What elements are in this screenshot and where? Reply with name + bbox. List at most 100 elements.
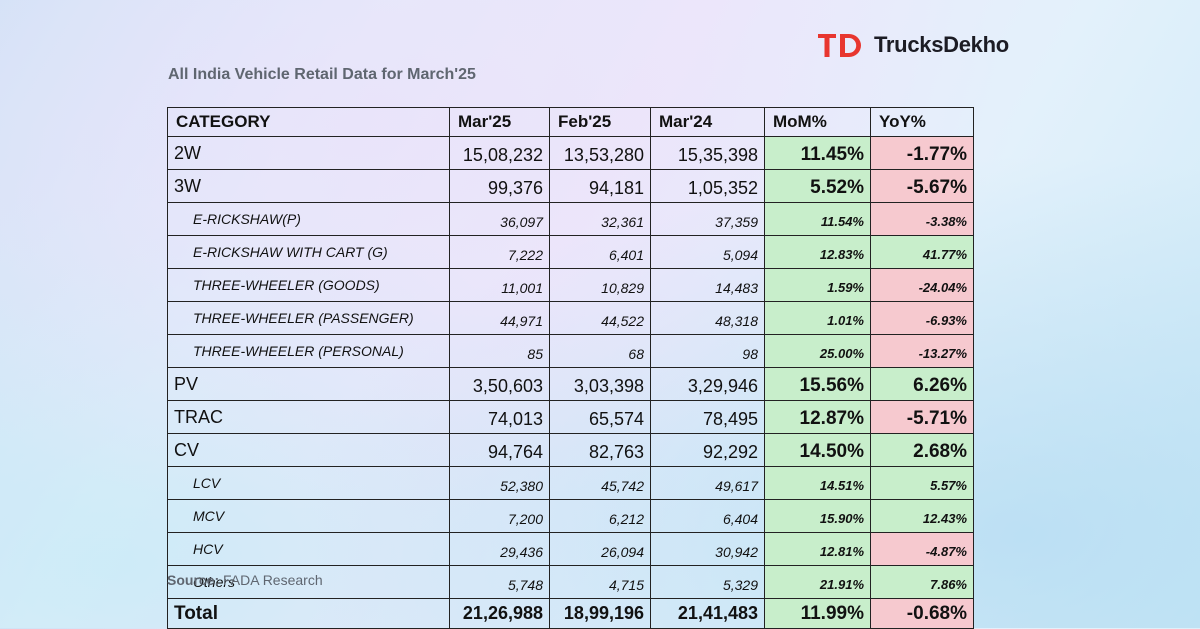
mom-cell: 25.00% xyxy=(764,334,871,368)
mar24-cell: 37,359 xyxy=(650,202,765,236)
category-cell: THREE-WHEELER (PASSENGER) xyxy=(167,301,450,335)
category-cell: PV xyxy=(167,367,450,401)
feb25-cell: 32,361 xyxy=(549,202,651,236)
yoy-cell: -0.68% xyxy=(870,598,974,629)
mar24-cell: 15,35,398 xyxy=(650,136,765,170)
mar24-cell: 14,483 xyxy=(650,268,765,302)
table-row: E-RICKSHAW WITH CART (G) 7,222 6,401 5,094 1… xyxy=(167,235,974,269)
yoy-cell: -5.71% xyxy=(870,400,974,434)
yoy-cell: 5.57% xyxy=(870,466,974,500)
mom-cell: 11.54% xyxy=(764,202,871,236)
mar25-cell: 74,013 xyxy=(449,400,550,434)
mar25-cell: 3,50,603 xyxy=(449,367,550,401)
mom-cell: 12.87% xyxy=(764,400,871,434)
mar25-cell: 99,376 xyxy=(449,169,550,203)
feb25-cell: 26,094 xyxy=(549,532,651,566)
table-row: THREE-WHEELER (GOODS) 11,001 10,829 14,483 1… xyxy=(167,268,974,302)
category-cell: THREE-WHEELER (PERSONAL) xyxy=(167,334,450,368)
feb25-cell: 44,522 xyxy=(549,301,651,335)
category-cell: HCV xyxy=(167,532,450,566)
header-mar25: Mar'25 xyxy=(449,107,550,137)
total-row: Total 21,26,988 18,99,196 21,41,483 11.99% -0… xyxy=(167,598,974,629)
header-yoy: YoY% xyxy=(870,107,974,137)
source-text: FADA Research xyxy=(223,572,323,588)
mar24-cell: 92,292 xyxy=(650,433,765,467)
mar25-cell: 44,971 xyxy=(449,301,550,335)
mar25-cell: 21,26,988 xyxy=(449,598,550,629)
source-label: Source: xyxy=(167,572,220,588)
mar25-cell: 94,764 xyxy=(449,433,550,467)
feb25-cell: 18,99,196 xyxy=(549,598,651,629)
mar24-cell: 6,404 xyxy=(650,499,765,533)
yoy-cell: -24.04% xyxy=(870,268,974,302)
feb25-cell: 6,212 xyxy=(549,499,651,533)
table-row: 2W 15,08,232 13,53,280 15,35,398 11.45% -1.77… xyxy=(167,136,974,170)
mar24-cell: 1,05,352 xyxy=(650,169,765,203)
yoy-cell: -1.77% xyxy=(870,136,974,170)
table-row: MCV 7,200 6,212 6,404 15.90% 12.43% xyxy=(167,499,974,533)
yoy-cell: -3.38% xyxy=(870,202,974,236)
category-cell: MCV xyxy=(167,499,450,533)
table-header-row: CATEGORY Mar'25 Feb'25 Mar'24 MoM% YoY% xyxy=(167,107,974,137)
table-row: LCV 52,380 45,742 49,617 14.51% 5.57% xyxy=(167,466,974,500)
source-note: Source: FADA Research xyxy=(167,572,323,588)
category-cell: 3W xyxy=(167,169,450,203)
yoy-cell: 12.43% xyxy=(870,499,974,533)
feb25-cell: 6,401 xyxy=(549,235,651,269)
mar24-cell: 48,318 xyxy=(650,301,765,335)
category-cell: Others xyxy=(167,565,450,599)
mar25-cell: 36,097 xyxy=(449,202,550,236)
category-cell: 2W xyxy=(167,136,450,170)
brand-name: TrucksDekho xyxy=(874,32,1009,57)
mom-cell: 15.56% xyxy=(764,367,871,401)
brand-logo: TrucksDekho xyxy=(816,29,1009,61)
mom-cell: 12.81% xyxy=(764,532,871,566)
mom-cell: 1.01% xyxy=(764,301,871,335)
feb25-cell: 10,829 xyxy=(549,268,651,302)
mar24-cell: 49,617 xyxy=(650,466,765,500)
mar25-cell: 7,200 xyxy=(449,499,550,533)
yoy-cell: 7.86% xyxy=(870,565,974,599)
mom-cell: 14.50% xyxy=(764,433,871,467)
mar25-cell: 52,380 xyxy=(449,466,550,500)
mom-cell: 12.83% xyxy=(764,235,871,269)
mom-cell: 11.99% xyxy=(764,598,871,629)
category-cell: E-RICKSHAW(P) xyxy=(167,202,450,236)
yoy-cell: 2.68% xyxy=(870,433,974,467)
category-cell: CV xyxy=(167,433,450,467)
mar24-cell: 3,29,946 xyxy=(650,367,765,401)
mom-cell: 1.59% xyxy=(764,268,871,302)
feb25-cell: 65,574 xyxy=(549,400,651,434)
mom-cell: 5.52% xyxy=(764,169,871,203)
mar24-cell: 21,41,483 xyxy=(650,598,765,629)
header-mar24: Mar'24 xyxy=(650,107,765,137)
mom-cell: 15.90% xyxy=(764,499,871,533)
category-cell: E-RICKSHAW WITH CART (G) xyxy=(167,235,450,269)
mar25-cell: 85 xyxy=(449,334,550,368)
table-row: Others 5,748 4,715 5,329 21.91% 7.86% xyxy=(167,565,974,599)
yoy-cell: 6.26% xyxy=(870,367,974,401)
mar24-cell: 5,329 xyxy=(650,565,765,599)
mar24-cell: 5,094 xyxy=(650,235,765,269)
header-feb25: Feb'25 xyxy=(549,107,651,137)
mar25-cell: 29,436 xyxy=(449,532,550,566)
trucksdekho-logo-icon xyxy=(818,34,861,57)
yoy-cell: 41.77% xyxy=(870,235,974,269)
header-category: CATEGORY xyxy=(167,107,450,137)
mar25-cell: 15,08,232 xyxy=(449,136,550,170)
table-row: PV 3,50,603 3,03,398 3,29,946 15.56% 6.26% xyxy=(167,367,974,401)
table-row: THREE-WHEELER (PASSENGER) 44,971 44,522 48,… xyxy=(167,301,974,335)
mar24-cell: 30,942 xyxy=(650,532,765,566)
table-row: 3W 99,376 94,181 1,05,352 5.52% -5.67% xyxy=(167,169,974,203)
mar25-cell: 5,748 xyxy=(449,565,550,599)
category-cell: TRAC xyxy=(167,400,450,434)
yoy-cell: -6.93% xyxy=(870,301,974,335)
yoy-cell: -4.87% xyxy=(870,532,974,566)
category-cell: THREE-WHEELER (GOODS) xyxy=(167,268,450,302)
feb25-cell: 82,763 xyxy=(549,433,651,467)
mar25-cell: 7,222 xyxy=(449,235,550,269)
table-row: TRAC 74,013 65,574 78,495 12.87% -5.71% xyxy=(167,400,974,434)
category-cell: Total xyxy=(167,598,450,629)
header-mom: MoM% xyxy=(764,107,871,137)
yoy-cell: -5.67% xyxy=(870,169,974,203)
